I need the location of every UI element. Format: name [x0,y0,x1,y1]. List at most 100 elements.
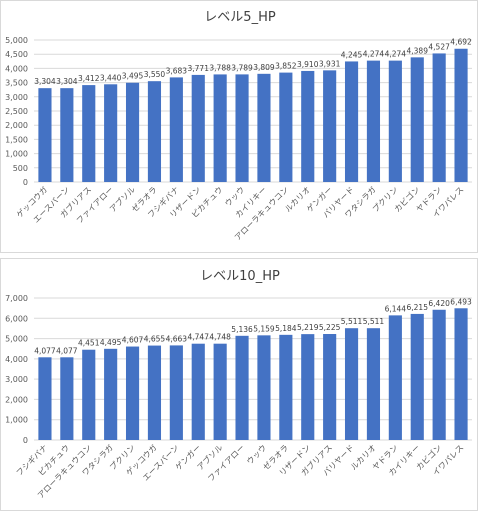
y-tick-label: 0 [23,436,28,445]
value-label: 3,771 [188,64,210,73]
bar [454,48,468,183]
value-label: 3,852 [275,62,297,71]
bar [366,328,381,440]
value-label: 4,747 [188,333,210,342]
bar [60,357,74,440]
bar [344,328,359,440]
value-label: 3,683 [166,66,188,75]
value-label: 5,219 [297,323,319,332]
bar [432,309,446,440]
bar [344,61,359,182]
value-label: 3,304 [34,77,56,86]
bar [257,73,271,182]
value-label: 4,451 [78,339,100,348]
bar [301,334,315,440]
y-tick-label: 0 [23,178,28,187]
value-label: 3,931 [319,59,341,68]
y-tick-label: 5,000 [5,36,28,45]
y-tick-label: 4,000 [5,355,28,364]
bar [104,348,118,440]
value-label: 4,607 [122,336,144,345]
value-label: 3,910 [297,60,319,69]
value-label: 5,136 [231,325,253,334]
bar [257,335,271,440]
value-label: 4,245 [341,50,363,59]
bar [104,84,118,182]
value-label: 3,440 [100,73,122,82]
value-label: 6,144 [385,304,407,313]
y-tick-label: 1,000 [5,150,28,159]
value-label: 3,304 [56,77,78,86]
value-label: 5,225 [319,323,341,332]
value-label: 4,274 [385,50,407,59]
y-tick-label: 1,500 [5,135,28,144]
bar [323,70,337,182]
y-tick-label: 500 [13,164,28,173]
bar [60,88,74,182]
bar [38,357,52,440]
bar [82,349,96,440]
value-label: 3,550 [144,70,166,79]
bar [432,53,446,183]
bar [82,85,96,182]
value-label: 4,663 [166,334,188,343]
bar [125,82,140,182]
y-tick-label: 6,000 [5,314,28,323]
value-label: 6,493 [450,297,472,306]
y-tick-label: 5,000 [5,335,28,344]
value-label: 5,511 [363,317,385,326]
bar [38,88,52,182]
y-tick-label: 7,000 [5,294,28,303]
bar [279,72,293,182]
y-tick-label: 2,000 [5,121,28,130]
bar [235,335,249,440]
bar [191,74,205,182]
value-label: 4,655 [144,335,166,344]
value-label: 5,511 [341,317,363,326]
y-tick-label: 2,500 [5,107,28,116]
bar [454,308,468,440]
bar [191,343,205,440]
y-tick-label: 4,000 [5,64,28,73]
bar [323,334,337,440]
bar [169,345,183,440]
value-label: 5,184 [275,324,297,333]
value-label: 4,077 [34,346,56,355]
value-label: 4,527 [428,42,450,51]
bar [147,81,162,182]
bar [213,343,227,440]
value-label: 4,077 [56,346,78,355]
bar [410,57,424,182]
y-tick-label: 3,000 [5,375,28,384]
bar [410,313,424,440]
y-tick-label: 3,000 [5,93,28,102]
value-label: 4,389 [407,46,429,55]
bar [388,315,402,440]
bar [279,334,293,440]
value-label: 4,748 [209,333,231,342]
bar [147,345,162,440]
bar [235,74,249,182]
value-label: 4,495 [100,338,122,347]
y-tick-label: 1,000 [5,416,28,425]
y-tick-label: 2,000 [5,395,28,404]
bar [125,346,140,440]
value-label: 3,788 [209,63,231,72]
value-label: 3,495 [122,72,144,81]
bar [169,77,183,182]
value-label: 4,274 [363,50,385,59]
y-tick-label: 4,500 [5,50,28,59]
bar [301,70,315,182]
value-label: 4,692 [450,38,472,47]
value-label: 3,809 [253,63,275,72]
bar [388,60,402,182]
value-label: 6,215 [407,303,429,312]
bar [213,74,227,182]
chart-title: レベル10_HP [200,269,280,284]
bar [366,60,381,182]
value-label: 3,789 [231,63,253,72]
value-label: 6,420 [428,299,450,308]
y-tick-label: 3,500 [5,79,28,88]
